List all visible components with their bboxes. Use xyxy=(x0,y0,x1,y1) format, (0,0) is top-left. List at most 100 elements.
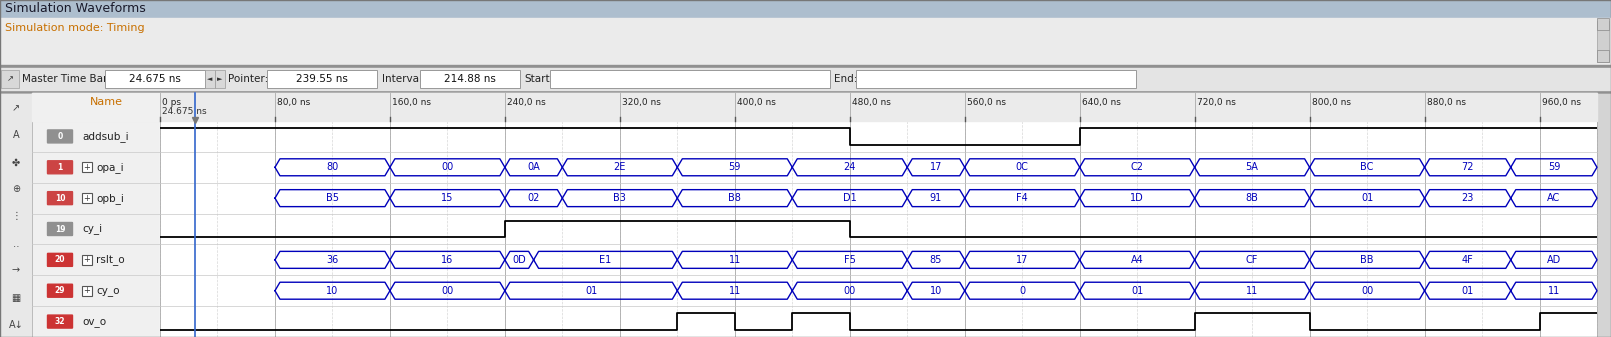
Text: 5A: 5A xyxy=(1245,162,1258,172)
Text: 960,0 ns: 960,0 ns xyxy=(1542,98,1580,107)
Text: ✤: ✤ xyxy=(11,157,19,167)
Text: 24.675 ns: 24.675 ns xyxy=(163,107,206,116)
Bar xyxy=(82,193,92,203)
Text: CF: CF xyxy=(1245,255,1258,265)
Text: 85: 85 xyxy=(930,255,942,265)
Bar xyxy=(420,70,520,88)
Text: +: + xyxy=(84,255,90,264)
Text: 8B: 8B xyxy=(1245,193,1258,203)
Text: ►: ► xyxy=(217,76,222,82)
Bar xyxy=(32,93,1597,121)
Text: 880,0 ns: 880,0 ns xyxy=(1427,98,1466,107)
Bar xyxy=(82,162,92,172)
Text: 0 ps: 0 ps xyxy=(163,98,180,107)
Text: 80,0 ns: 80,0 ns xyxy=(277,98,311,107)
Text: 24: 24 xyxy=(844,162,855,172)
Text: 214.88 ns: 214.88 ns xyxy=(445,74,496,84)
Text: 11: 11 xyxy=(1548,286,1559,296)
Text: →: → xyxy=(11,266,19,276)
Text: ▦: ▦ xyxy=(11,293,21,303)
Text: 239.55 ns: 239.55 ns xyxy=(296,74,348,84)
Text: Name: Name xyxy=(90,97,122,107)
Text: 2E: 2E xyxy=(614,162,627,172)
Text: 560,0 ns: 560,0 ns xyxy=(967,98,1005,107)
Text: 59: 59 xyxy=(728,162,741,172)
Text: +: + xyxy=(84,286,90,295)
Text: A4: A4 xyxy=(1131,255,1144,265)
Text: B5: B5 xyxy=(325,193,338,203)
Text: F4: F4 xyxy=(1017,193,1028,203)
Text: Master Time Bar:: Master Time Bar: xyxy=(23,74,111,84)
Bar xyxy=(1597,21,1609,62)
Text: Pointer:: Pointer: xyxy=(229,74,269,84)
Text: 800,0 ns: 800,0 ns xyxy=(1311,98,1350,107)
Text: 400,0 ns: 400,0 ns xyxy=(736,98,775,107)
Text: cy_o: cy_o xyxy=(97,286,119,296)
Text: 10: 10 xyxy=(55,194,66,203)
Text: 91: 91 xyxy=(930,193,942,203)
Text: 720,0 ns: 720,0 ns xyxy=(1197,98,1236,107)
Text: 17: 17 xyxy=(1017,255,1028,265)
FancyBboxPatch shape xyxy=(47,284,72,297)
Text: F5: F5 xyxy=(844,255,855,265)
Text: 01: 01 xyxy=(1461,286,1474,296)
Text: +: + xyxy=(84,194,90,203)
Bar xyxy=(855,70,1136,88)
Text: 00: 00 xyxy=(844,286,855,296)
Text: Simulation Waveforms: Simulation Waveforms xyxy=(5,2,145,16)
Text: 15: 15 xyxy=(441,193,454,203)
Text: Simulation mode: Timing: Simulation mode: Timing xyxy=(5,23,145,33)
Bar xyxy=(32,93,159,121)
Text: 4F: 4F xyxy=(1461,255,1474,265)
Bar xyxy=(549,70,830,88)
Text: 0: 0 xyxy=(58,132,63,141)
Text: addsub_i: addsub_i xyxy=(82,131,129,142)
Text: 29: 29 xyxy=(55,286,66,295)
Bar xyxy=(159,93,1597,337)
Text: 0C: 0C xyxy=(1017,162,1029,172)
Text: 23: 23 xyxy=(1461,193,1474,203)
Text: D1: D1 xyxy=(843,193,857,203)
Text: ◄: ◄ xyxy=(208,76,213,82)
Text: 01: 01 xyxy=(585,286,598,296)
Bar xyxy=(0,93,32,337)
Text: 36: 36 xyxy=(327,255,338,265)
Text: 32: 32 xyxy=(55,317,66,326)
Text: 17: 17 xyxy=(930,162,942,172)
FancyBboxPatch shape xyxy=(47,161,72,174)
Text: 0: 0 xyxy=(1020,286,1025,296)
Text: AD: AD xyxy=(1547,255,1561,265)
Text: 10: 10 xyxy=(327,286,338,296)
Text: 16: 16 xyxy=(441,255,454,265)
Text: 320,0 ns: 320,0 ns xyxy=(622,98,661,107)
Text: 20: 20 xyxy=(55,255,66,264)
Bar xyxy=(1597,93,1611,337)
Text: 11: 11 xyxy=(1245,286,1258,296)
Text: 19: 19 xyxy=(55,224,66,234)
Bar xyxy=(0,0,1611,18)
Text: 02: 02 xyxy=(527,193,540,203)
Bar xyxy=(205,70,214,88)
Text: cy_i: cy_i xyxy=(82,223,101,235)
Text: Interval:: Interval: xyxy=(382,74,425,84)
Bar xyxy=(82,286,92,296)
Text: 480,0 ns: 480,0 ns xyxy=(852,98,891,107)
Text: ⊕: ⊕ xyxy=(11,184,19,194)
Text: opb_i: opb_i xyxy=(97,193,124,204)
Text: ⋮: ⋮ xyxy=(11,211,21,221)
Text: 00: 00 xyxy=(1361,286,1373,296)
Text: 0D: 0D xyxy=(512,255,527,265)
Text: rslt_o: rslt_o xyxy=(97,254,124,265)
Bar xyxy=(82,255,92,265)
Text: 11: 11 xyxy=(728,255,741,265)
Bar xyxy=(0,65,1611,68)
FancyBboxPatch shape xyxy=(47,253,72,266)
Text: 1: 1 xyxy=(58,163,63,172)
FancyBboxPatch shape xyxy=(47,130,72,143)
Text: A: A xyxy=(13,130,19,140)
Text: End:: End: xyxy=(834,74,857,84)
Text: 10: 10 xyxy=(930,286,942,296)
Text: ‥: ‥ xyxy=(13,239,19,249)
Text: 72: 72 xyxy=(1461,162,1474,172)
Text: +: + xyxy=(84,163,90,172)
